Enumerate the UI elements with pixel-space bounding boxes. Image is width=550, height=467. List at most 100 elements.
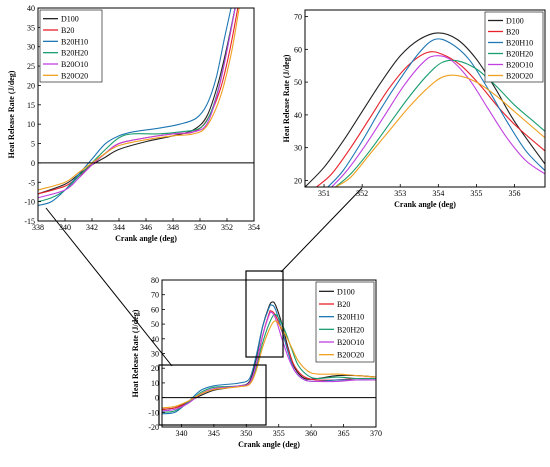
y-tick-label: 30 <box>294 144 302 153</box>
y-tick-label: 60 <box>294 45 302 54</box>
legend-label-b20o10: B20O10 <box>337 338 364 347</box>
x-tick-label: 350 <box>194 223 206 232</box>
y-tick-label: 20 <box>294 176 302 185</box>
series-line-b20o20 <box>162 320 376 409</box>
legend-label-b20h10: B20H10 <box>337 313 364 322</box>
y-tick-label: 30 <box>27 43 35 52</box>
y-tick-label: 0 <box>155 394 159 403</box>
zoom-box-left <box>158 364 267 426</box>
y-tick-label: 20 <box>151 364 159 373</box>
y-axis-label: Heat Release Rate (J/deg) <box>7 70 16 158</box>
series-line-b20h20 <box>162 313 376 413</box>
zoom-indicators <box>45 187 363 426</box>
y-tick-label: 50 <box>294 78 302 87</box>
y-tick-label: 10 <box>151 379 159 388</box>
x-tick-label: 340 <box>175 429 187 438</box>
x-tick-label: 348 <box>167 223 179 232</box>
y-tick-label: 50 <box>151 320 159 329</box>
x-tick-label: 352 <box>356 189 368 198</box>
y-tick-label: 80 <box>151 276 159 285</box>
legend-box <box>484 11 544 83</box>
x-tick-label: 352 <box>221 223 233 232</box>
x-tick-label: 365 <box>338 429 350 438</box>
legend-label-b20: B20 <box>61 26 74 35</box>
legend-label-b20h20: B20H20 <box>337 325 364 334</box>
y-tick-label: 20 <box>27 81 35 90</box>
legend: D100 B20 B20H10 B20H20 B20O10 B20O20 <box>315 281 375 363</box>
legend-box <box>315 281 375 363</box>
x-tick-label: 354 <box>248 223 260 232</box>
legend-label-b20o20: B20O20 <box>61 71 88 80</box>
series-lines <box>162 301 376 415</box>
x-tick-label: 370 <box>370 429 382 438</box>
connector-left <box>45 207 173 367</box>
y-tick-label: 15 <box>27 101 35 110</box>
y-tick-label: -15 <box>24 217 35 226</box>
y-tick-label: 10 <box>27 120 35 129</box>
x-axis-label: Crank angle (deg) <box>394 200 456 209</box>
zoom-box-right <box>245 270 284 358</box>
y-tick-label: 70 <box>151 291 159 300</box>
legend-label-b20o20: B20O20 <box>506 72 533 81</box>
legend-label-d100: D100 <box>506 17 524 26</box>
legend-label-b20h10: B20H10 <box>61 37 88 46</box>
y-tick-label: 0 <box>31 159 35 168</box>
y-tick-label: 5 <box>31 140 35 149</box>
legend-label-b20h20: B20H20 <box>506 50 533 59</box>
x-tick-label: 355 <box>470 189 482 198</box>
y-tick-label: -20 <box>148 423 159 432</box>
x-tick-label: 342 <box>86 223 98 232</box>
y-axis-label: Heat Release Rate (J/deg) <box>282 54 291 142</box>
legend-label-b20o10: B20O10 <box>506 61 533 70</box>
legend-label-d100: D100 <box>337 287 355 296</box>
x-tick-label: 353 <box>394 189 406 198</box>
x-axis-label: Crank angle (deg) <box>238 440 300 449</box>
series-line-b20o20 <box>335 74 545 187</box>
x-axis-label: Crank angle (deg) <box>115 234 177 243</box>
series-lines <box>305 32 545 187</box>
legend: D100 B20 B20H10 B20H20 B20O10 B20O20 <box>39 9 103 83</box>
y-tick-label: -10 <box>24 198 35 207</box>
x-tick-label: 360 <box>305 429 317 438</box>
y-tick-label: -10 <box>148 408 159 417</box>
y-tick-label: 40 <box>294 111 302 120</box>
y-axis-label: Heat Release Rate (J/deg) <box>131 309 140 397</box>
legend-label-b20h10: B20H10 <box>506 39 533 48</box>
connector-right <box>280 187 363 273</box>
legend-label-b20: B20 <box>337 300 350 309</box>
x-tick-label: 338 <box>32 223 44 232</box>
legend-label-b20: B20 <box>506 28 519 37</box>
y-tick-label: 40 <box>151 335 159 344</box>
x-tick-label: 345 <box>208 429 220 438</box>
x-tick-label: 346 <box>140 223 152 232</box>
legend-label-b20h20: B20H20 <box>61 49 88 58</box>
x-tick-label: 344 <box>113 223 125 232</box>
series-line-b20o10 <box>38 8 236 199</box>
series-line-d100 <box>305 32 545 187</box>
y-tick-label: 30 <box>151 350 159 359</box>
series-line-b20o20 <box>38 8 240 191</box>
y-tick-label: 40 <box>27 4 35 13</box>
series-line-b20o10 <box>331 55 545 187</box>
series-lines <box>38 8 240 207</box>
y-tick-label: 60 <box>151 305 159 314</box>
x-tick-label: 355 <box>273 429 285 438</box>
y-tick-label: 35 <box>27 23 35 32</box>
legend: D100 B20 B20H10 B20H20 B20O10 B20O20 <box>484 11 544 83</box>
legend-label-b20o20: B20O20 <box>337 351 364 360</box>
chart-panel-3: 340 345 350 355 360 365 370 -20 -10 0 10 20 30 40 50 60… <box>131 276 382 449</box>
x-tick-label: 340 <box>59 223 71 232</box>
series-line-b20h10 <box>327 38 545 187</box>
legend-label-d100: D100 <box>61 15 79 24</box>
y-tick-label: 70 <box>294 13 302 22</box>
legend-label-b20o10: B20O10 <box>61 60 88 69</box>
x-tick-label: 354 <box>432 189 444 198</box>
y-tick-label: 25 <box>27 62 35 71</box>
x-tick-label: 351 <box>318 189 330 198</box>
chart-panel-2: 351 352 353 354 355 356 20 30 40 50 60 70 Crank angl… <box>282 9 546 209</box>
chart-panel-1: 338 340 342 344 346 348 350 352 354 -15 -10 -5 0 5 10 1… <box>7 4 260 243</box>
x-tick-label: 350 <box>240 429 252 438</box>
legend-box <box>39 9 103 83</box>
y-tick-label: -5 <box>28 178 35 187</box>
